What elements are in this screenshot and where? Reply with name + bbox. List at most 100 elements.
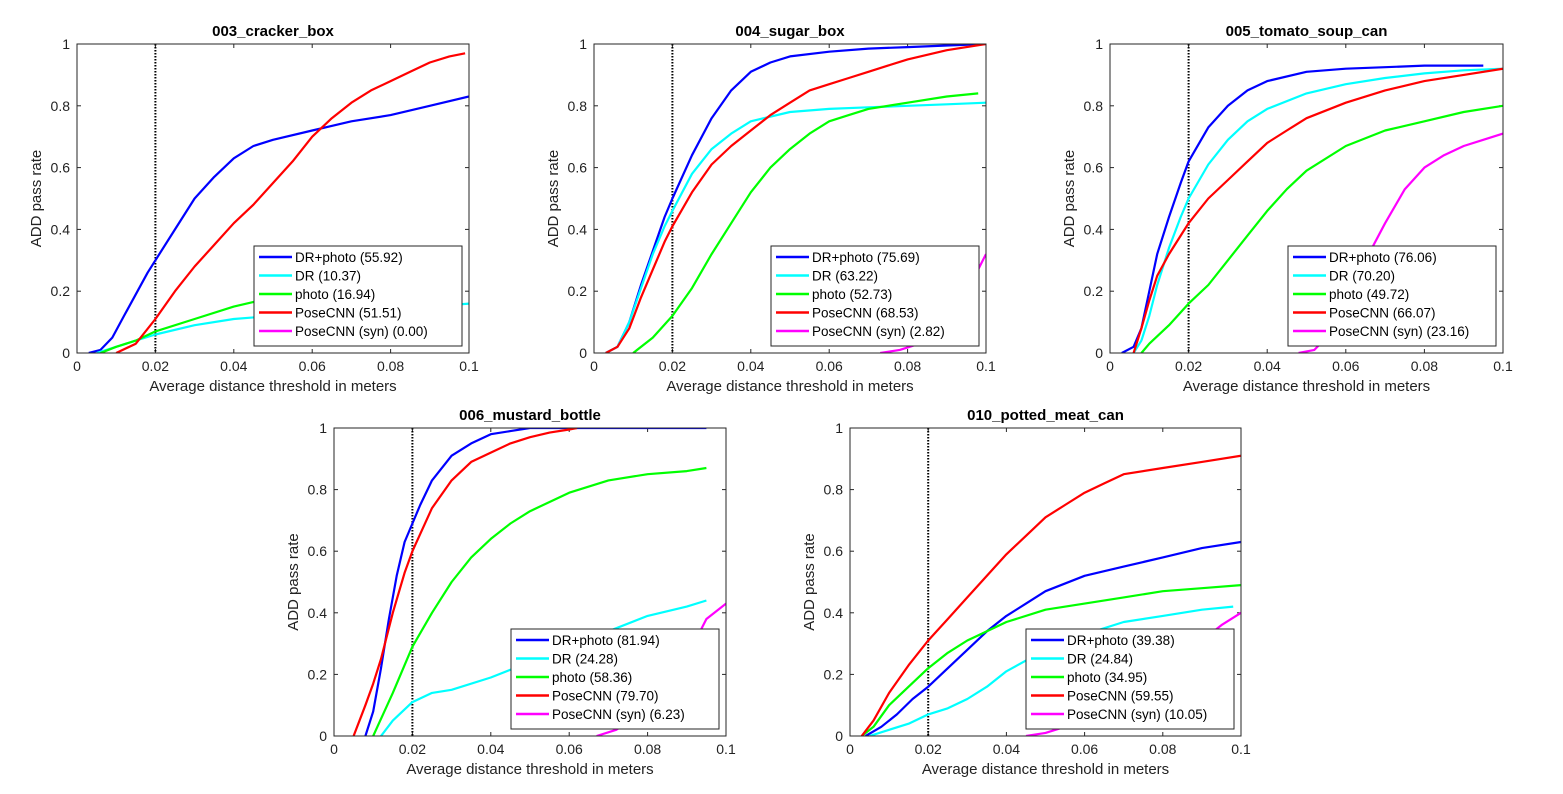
series-line-posecnn (1132, 67, 1503, 353)
x-tick-label: 0.02 (399, 741, 426, 757)
legend-entry: PoseCNN (51.51) (295, 306, 402, 321)
legend-entry: PoseCNN (59.55) (1067, 689, 1174, 704)
x-tick-label: 0.04 (993, 741, 1020, 757)
chart-0: 003_cracker_box 0 0.02 0.04 0.06 0.08 0.1 0 0.2 0… (28, 23, 479, 395)
y-tick-label: 0 (835, 728, 843, 744)
x-tick-label: 0 (590, 358, 598, 374)
y-axis-label: ADD pass rate (801, 533, 818, 631)
x-tick-label: 0.08 (1411, 358, 1438, 374)
legend-entry: PoseCNN (syn) (6.23) (552, 707, 685, 722)
legend-entry: PoseCNN (79.70) (552, 689, 659, 704)
legend: DR+photo (39.38) DR (24.84) photo (34.95) P… (1025, 628, 1235, 730)
y-axis-label: ADD pass rate (285, 533, 302, 631)
x-tick-label: 0.02 (659, 358, 686, 374)
chart-3: 006_mustard_bottle 0 0.02 0.04 0.06 0.08 0.1 0 0… (285, 407, 736, 778)
legend-entry: DR+photo (81.94) (552, 633, 660, 648)
legend-box (253, 245, 463, 347)
x-tick-label: 0.04 (1254, 358, 1281, 374)
legend-entry: DR (63.22) (812, 269, 878, 284)
y-tick-label: 0.2 (824, 666, 844, 682)
x-tick-label: 0 (330, 741, 338, 757)
x-axis-label: Average distance threshold in meters (406, 761, 653, 778)
x-tick-label: 0.06 (816, 358, 843, 374)
y-tick-label: 1 (579, 36, 587, 52)
series-line-dr (869, 605, 1234, 736)
x-tick-label: 0.04 (737, 358, 764, 374)
chart-title: 003_cracker_box (212, 23, 334, 40)
legend-entry: photo (49.72) (1329, 287, 1409, 302)
legend-entry: DR (10.37) (295, 269, 361, 284)
y-tick-label: 0.8 (51, 98, 71, 114)
legend-entry: photo (58.36) (552, 670, 632, 685)
legend-box (770, 245, 980, 347)
legend-entry: PoseCNN (syn) (2.82) (812, 324, 945, 339)
y-tick-label: 0.6 (1084, 160, 1104, 176)
legend-entry: PoseCNN (68.53) (812, 306, 919, 321)
y-tick-label: 0.6 (308, 543, 328, 559)
x-tick-label: 0.1 (459, 358, 479, 374)
legend-entry: DR (24.84) (1067, 652, 1133, 667)
x-tick-label: 0 (1106, 358, 1114, 374)
chart-title: 010_potted_meat_can (967, 407, 1124, 424)
y-tick-label: 0.4 (51, 221, 71, 237)
legend-entry: photo (34.95) (1067, 670, 1147, 685)
chart-title: 006_mustard_bottle (459, 407, 601, 424)
x-tick-label: 0 (73, 358, 81, 374)
y-tick-label: 0.4 (824, 605, 844, 621)
series-line-photo (1140, 104, 1503, 353)
x-tick-label: 0.04 (220, 358, 247, 374)
x-tick-label: 0 (846, 741, 854, 757)
y-tick-label: 0.2 (1084, 283, 1104, 299)
x-tick-label: 0.1 (976, 358, 996, 374)
legend-box (510, 628, 720, 730)
y-tick-label: 0 (579, 345, 587, 361)
y-tick-label: 0.8 (308, 482, 328, 498)
y-tick-label: 1 (319, 420, 327, 436)
series-line-posecnn (115, 52, 466, 353)
y-axis-label: ADD pass rate (28, 150, 45, 248)
x-tick-label: 0.08 (634, 741, 661, 757)
y-tick-label: 0.4 (308, 605, 328, 621)
legend-box (1025, 628, 1235, 730)
x-tick-label: 0.06 (556, 741, 583, 757)
legend: DR+photo (81.94) DR (24.28) photo (58.36) P… (510, 628, 720, 730)
y-tick-label: 0.8 (568, 98, 588, 114)
series-line-posecnn (352, 428, 578, 736)
chart-title: 004_sugar_box (735, 23, 845, 40)
legend-entry: photo (16.94) (295, 287, 375, 302)
x-tick-label: 0.08 (1149, 741, 1176, 757)
axes-box (849, 427, 1242, 737)
x-tick-label: 0.1 (1493, 358, 1513, 374)
series-line-photo (372, 466, 707, 736)
x-axis-label: Average distance threshold in meters (149, 378, 396, 395)
y-tick-label: 0.4 (1084, 221, 1104, 237)
series-line-dr (1132, 67, 1503, 353)
legend-entry: DR+photo (75.69) (812, 250, 920, 265)
series-line-dr (380, 599, 707, 736)
x-tick-label: 0.02 (142, 358, 169, 374)
x-tick-label: 0.06 (1071, 741, 1098, 757)
legend: DR+photo (75.69) DR (63.22) photo (52.73) P… (770, 245, 980, 347)
series-line-posecnn (605, 44, 986, 353)
legend-box (1287, 245, 1497, 347)
legend-entry: DR (24.28) (552, 652, 618, 667)
x-tick-label: 0.02 (1175, 358, 1202, 374)
y-tick-label: 0.6 (824, 543, 844, 559)
legend: DR+photo (55.92) DR (10.37) photo (16.94) P… (253, 245, 463, 347)
x-tick-label: 0.02 (915, 741, 942, 757)
series-line-posecnn (860, 454, 1241, 736)
x-tick-label: 0.04 (477, 741, 504, 757)
y-tick-label: 0.2 (308, 666, 328, 682)
legend: DR+photo (76.06) DR (70.20) photo (49.72) P… (1287, 245, 1497, 347)
x-axis-label: Average distance threshold in meters (666, 378, 913, 395)
axes-box (1109, 43, 1504, 354)
y-tick-label: 0.8 (1084, 98, 1104, 114)
y-tick-label: 0.2 (568, 283, 588, 299)
legend-entry: DR (70.20) (1329, 269, 1395, 284)
y-tick-label: 1 (1095, 36, 1103, 52)
axes-box (593, 43, 987, 354)
series-line-dr-photo (865, 540, 1241, 736)
y-tick-label: 1 (835, 420, 843, 436)
chart-1: 004_sugar_box 0 0.02 0.04 0.06 0.08 0.1 0 0.2 0.4… (545, 23, 996, 395)
